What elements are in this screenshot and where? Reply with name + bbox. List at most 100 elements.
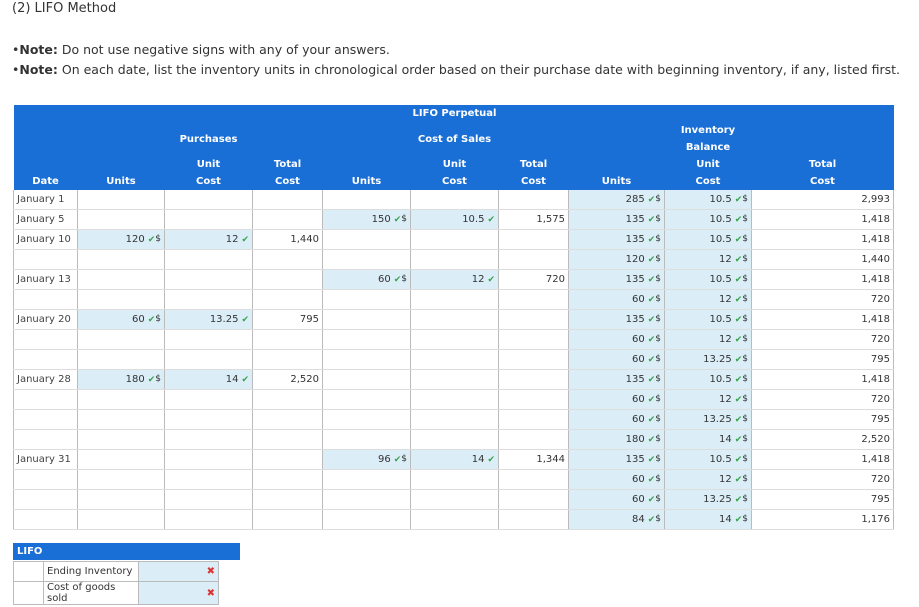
- sales-units-input[interactable]: [322, 309, 411, 330]
- sales-units-input[interactable]: [322, 329, 411, 350]
- balance-unit-cost-input[interactable]: $10.5 ✔: [664, 209, 752, 230]
- sales-units-input[interactable]: [322, 369, 411, 390]
- purchase-unit-cost-input[interactable]: [164, 409, 253, 430]
- balance-unit-cost-input[interactable]: $14 ✔: [664, 429, 752, 450]
- sales-units-input[interactable]: [322, 389, 411, 410]
- sales-unit-cost-input[interactable]: [410, 489, 499, 510]
- sales-unit-cost-input[interactable]: [410, 309, 499, 330]
- balance-unit-cost-input[interactable]: $10.5 ✔: [664, 369, 752, 390]
- balance-units-input[interactable]: $60 ✔: [568, 329, 665, 350]
- purchase-units-input[interactable]: [77, 349, 165, 370]
- sales-units-input[interactable]: $60 ✔: [322, 269, 411, 290]
- sales-unit-cost-input[interactable]: [410, 289, 499, 310]
- purchase-unit-cost-input[interactable]: [164, 389, 253, 410]
- balance-units-input[interactable]: $60 ✔: [568, 409, 665, 430]
- balance-units-input[interactable]: $60 ✔: [568, 389, 665, 410]
- ending-inventory-input[interactable]: ✖: [138, 561, 219, 582]
- sales-unit-cost-input[interactable]: [410, 329, 499, 350]
- sales-unit-cost-input[interactable]: 14 ✔: [410, 449, 499, 470]
- purchase-unit-cost-input[interactable]: [164, 429, 253, 450]
- purchase-units-input[interactable]: [77, 449, 165, 470]
- balance-units-input[interactable]: $120 ✔: [568, 249, 665, 270]
- sales-units-input[interactable]: [322, 509, 411, 530]
- balance-units-input[interactable]: $135 ✔: [568, 369, 665, 390]
- purchase-units-input[interactable]: [77, 429, 165, 450]
- sales-unit-cost-input[interactable]: [410, 389, 499, 410]
- purchase-units-input[interactable]: [77, 209, 165, 230]
- sales-unit-cost-input[interactable]: [410, 469, 499, 490]
- sales-units-input[interactable]: [322, 349, 411, 370]
- purchase-unit-cost-input[interactable]: 13.25 ✔: [164, 309, 253, 330]
- sales-unit-cost-input[interactable]: [410, 369, 499, 390]
- purchase-units-input[interactable]: $180 ✔: [77, 369, 165, 390]
- sales-units-input[interactable]: [322, 249, 411, 270]
- sales-units-input[interactable]: [322, 469, 411, 490]
- purchase-units-input[interactable]: [77, 409, 165, 430]
- balance-units-input[interactable]: $60 ✔: [568, 489, 665, 510]
- purchase-unit-cost-input[interactable]: [164, 509, 253, 530]
- sales-unit-cost-input[interactable]: [410, 409, 499, 430]
- purchase-units-input[interactable]: [77, 489, 165, 510]
- purchase-units-input[interactable]: [77, 269, 165, 290]
- balance-units-input[interactable]: $135 ✔: [568, 229, 665, 250]
- balance-unit-cost-input[interactable]: $10.5 ✔: [664, 269, 752, 290]
- balance-units-input[interactable]: $60 ✔: [568, 349, 665, 370]
- purchase-units-input[interactable]: [77, 249, 165, 270]
- balance-units-input[interactable]: $135 ✔: [568, 449, 665, 470]
- sales-unit-cost-input[interactable]: [410, 190, 499, 210]
- balance-unit-cost-input[interactable]: $13.25 ✔: [664, 349, 752, 370]
- sales-units-input[interactable]: [322, 190, 411, 210]
- purchase-units-input[interactable]: [77, 469, 165, 490]
- balance-units-input[interactable]: $285 ✔: [568, 190, 665, 210]
- balance-unit-cost-input[interactable]: $12 ✔: [664, 249, 752, 270]
- sales-units-input[interactable]: [322, 229, 411, 250]
- purchase-unit-cost-input[interactable]: [164, 249, 253, 270]
- sales-units-input[interactable]: [322, 429, 411, 450]
- purchase-unit-cost-input[interactable]: 12 ✔: [164, 229, 253, 250]
- balance-units-input[interactable]: $60 ✔: [568, 289, 665, 310]
- sales-units-input[interactable]: [322, 489, 411, 510]
- balance-unit-cost-input[interactable]: $10.5 ✔: [664, 449, 752, 470]
- balance-units-input[interactable]: $84 ✔: [568, 509, 665, 530]
- purchase-unit-cost-input[interactable]: [164, 329, 253, 350]
- purchase-unit-cost-input[interactable]: [164, 489, 253, 510]
- sales-unit-cost-input[interactable]: [410, 509, 499, 530]
- purchase-unit-cost-input[interactable]: [164, 469, 253, 490]
- sales-unit-cost-input[interactable]: 12 ✔: [410, 269, 499, 290]
- sales-unit-cost-input[interactable]: [410, 349, 499, 370]
- balance-unit-cost-input[interactable]: $12 ✔: [664, 389, 752, 410]
- purchase-units-input[interactable]: $60 ✔: [77, 309, 165, 330]
- purchase-units-input[interactable]: [77, 329, 165, 350]
- balance-unit-cost-input[interactable]: $12 ✔: [664, 329, 752, 350]
- sales-units-input[interactable]: [322, 409, 411, 430]
- sales-unit-cost-input[interactable]: [410, 429, 499, 450]
- balance-unit-cost-input[interactable]: $10.5 ✔: [664, 190, 752, 210]
- purchase-units-input[interactable]: $120 ✔: [77, 229, 165, 250]
- balance-unit-cost-input[interactable]: $12 ✔: [664, 469, 752, 490]
- purchase-unit-cost-input[interactable]: [164, 449, 253, 470]
- purchase-unit-cost-input[interactable]: 14 ✔: [164, 369, 253, 390]
- purchase-units-input[interactable]: [77, 389, 165, 410]
- purchase-unit-cost-input[interactable]: [164, 269, 253, 290]
- purchase-unit-cost-input[interactable]: [164, 190, 253, 210]
- balance-units-input[interactable]: $180 ✔: [568, 429, 665, 450]
- cogs-input[interactable]: ✖: [138, 581, 219, 605]
- balance-units-input[interactable]: $135 ✔: [568, 269, 665, 290]
- balance-unit-cost-input[interactable]: $13.25 ✔: [664, 409, 752, 430]
- sales-unit-cost-input[interactable]: [410, 229, 499, 250]
- purchase-units-input[interactable]: [77, 289, 165, 310]
- purchase-unit-cost-input[interactable]: [164, 289, 253, 310]
- sales-units-input[interactable]: [322, 289, 411, 310]
- balance-units-input[interactable]: $60 ✔: [568, 469, 665, 490]
- purchase-units-input[interactable]: [77, 190, 165, 210]
- balance-units-input[interactable]: $135 ✔: [568, 309, 665, 330]
- sales-unit-cost-input[interactable]: [410, 249, 499, 270]
- sales-units-input[interactable]: $150 ✔: [322, 209, 411, 230]
- purchase-unit-cost-input[interactable]: [164, 349, 253, 370]
- balance-units-input[interactable]: $135 ✔: [568, 209, 665, 230]
- sales-unit-cost-input[interactable]: 10.5 ✔: [410, 209, 499, 230]
- balance-unit-cost-input[interactable]: $10.5 ✔: [664, 229, 752, 250]
- balance-unit-cost-input[interactable]: $14 ✔: [664, 509, 752, 530]
- sales-units-input[interactable]: $96 ✔: [322, 449, 411, 470]
- balance-unit-cost-input[interactable]: $10.5 ✔: [664, 309, 752, 330]
